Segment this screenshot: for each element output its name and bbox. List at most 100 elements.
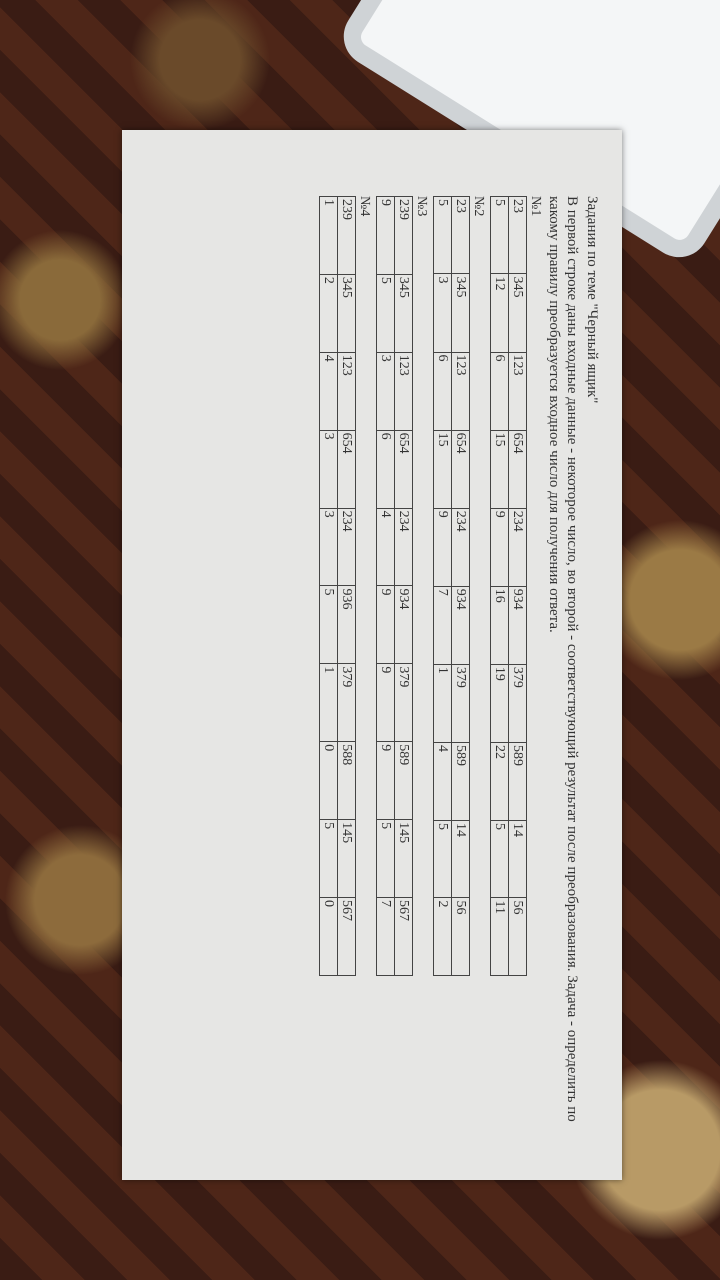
table-cell: 234 [337, 508, 356, 586]
table-cell: 7 [376, 897, 395, 976]
table-cell: 5 [319, 819, 338, 898]
table-cell: 589 [508, 742, 527, 821]
table-cell: 4 [433, 742, 452, 821]
title: Задания по теме "Черный ящик" [584, 196, 600, 404]
table-cell: 934 [394, 585, 413, 664]
table-cell: 0 [319, 741, 338, 820]
table-cell: 145 [337, 819, 356, 898]
table-cell: 56 [508, 897, 527, 976]
table-cell: 567 [394, 897, 413, 976]
table-cell: 1 [433, 664, 452, 743]
table-cell: 379 [337, 663, 356, 742]
table-cell: 234 [451, 508, 470, 587]
table-cell: 6 [376, 430, 395, 509]
task-table: 23 345 123 654 234 934 379 589 14 56 5 12 6 15 9 16 19 22… [490, 196, 527, 976]
table-cell: 345 [451, 273, 470, 353]
table-cell: 9 [376, 196, 395, 275]
table-cell: 345 [337, 274, 356, 353]
table-cell: 654 [508, 430, 527, 509]
task-table: 239 345 123 654 234 934 379 589 145 567 9 5 3 6 4 9 9 9 5 7 [376, 196, 413, 976]
table-cell: 22 [490, 742, 509, 821]
table-cell: 5 [319, 585, 338, 664]
table-cell: 19 [490, 664, 509, 743]
table-cell: 589 [394, 741, 413, 820]
table-cell: 15 [490, 430, 509, 509]
table-cell: 3 [319, 508, 338, 586]
table-cell: 14 [451, 820, 470, 898]
table-cell: 379 [394, 663, 413, 742]
table-cell: 3 [433, 273, 452, 353]
table-cell: 0 [319, 897, 338, 976]
paper-sheet: Задания по теме "Черный ящик" В первой с… [122, 130, 622, 1180]
table-cell: 239 [337, 196, 356, 275]
table-cell: 14 [508, 820, 527, 898]
table-cell: 3 [376, 352, 395, 431]
table-cell: 11 [490, 897, 509, 976]
table-cell: 6 [433, 352, 452, 431]
table-cell: 934 [508, 586, 527, 665]
table-cell: 5 [376, 819, 395, 898]
table-cell: 654 [451, 430, 470, 509]
table-cell: 56 [451, 897, 470, 976]
table-cell: 5 [490, 196, 509, 274]
table-cell: 123 [451, 352, 470, 431]
table-cell: 1 [319, 663, 338, 742]
table-cell: 589 [451, 742, 470, 821]
table-cell: 9 [490, 508, 509, 587]
table-row: 23 345 123 654 234 934 379 589 14 56 [451, 196, 470, 976]
table-cell: 7 [433, 586, 452, 665]
task-table: 239 345 123 654 234 936 379 588 145 567 1 2 4 3 3 5 1 0 5 0 [319, 196, 356, 976]
task-table: 23 345 123 654 234 934 379 589 14 56 5 3 6 15 9 7 1 4 5 2 [433, 196, 470, 976]
table-cell: 4 [376, 508, 395, 586]
table-row: 239 345 123 654 234 936 379 588 145 567 [337, 196, 356, 976]
task-label: №1 [528, 196, 543, 217]
table-cell: 654 [337, 430, 356, 509]
table-cell: 123 [394, 352, 413, 431]
table-cell: 3 [319, 430, 338, 509]
table-cell: 345 [508, 273, 527, 353]
table-cell: 15 [433, 430, 452, 509]
table-cell: 4 [319, 352, 338, 431]
table-cell: 9 [376, 585, 395, 664]
table-cell: 145 [394, 819, 413, 898]
table-cell: 2 [319, 274, 338, 353]
table-row: 5 12 6 15 9 16 19 22 5 11 [490, 196, 509, 976]
intro-text: В первой строке даны входные данные - не… [546, 196, 580, 1122]
table-row: 23 345 123 654 234 934 379 589 14 56 [508, 196, 527, 976]
table-cell: 9 [433, 508, 452, 587]
table-cell: 234 [394, 508, 413, 586]
table-cell: 654 [394, 430, 413, 509]
table-cell: 9 [376, 741, 395, 820]
task-label: №2 [471, 196, 486, 217]
table-cell: 5 [490, 820, 509, 898]
table-cell: 379 [451, 664, 470, 743]
table-cell: 588 [337, 741, 356, 820]
table-cell: 936 [337, 585, 356, 664]
table-cell: 934 [451, 586, 470, 665]
table-row: 239 345 123 654 234 934 379 589 145 567 [394, 196, 413, 976]
table-cell: 23 [508, 196, 527, 274]
table-cell: 567 [337, 897, 356, 976]
task-label: №4 [357, 196, 372, 217]
table-cell: 239 [394, 196, 413, 275]
table-cell: 1 [319, 196, 338, 275]
table-cell: 234 [508, 508, 527, 587]
table-cell: 5 [433, 820, 452, 898]
table-cell: 2 [433, 897, 452, 976]
table-cell: 5 [376, 274, 395, 353]
table-cell: 23 [451, 196, 470, 274]
table-cell: 6 [490, 352, 509, 431]
table-row: 5 3 6 15 9 7 1 4 5 2 [433, 196, 452, 976]
table-cell: 9 [376, 663, 395, 742]
task-label: №3 [414, 196, 429, 217]
table-cell: 379 [508, 664, 527, 743]
table-cell: 123 [337, 352, 356, 431]
table-cell: 345 [394, 274, 413, 353]
table-cell: 123 [508, 352, 527, 431]
table-cell: 5 [433, 196, 452, 274]
table-cell: 16 [490, 586, 509, 665]
table-cell: 12 [490, 273, 509, 353]
